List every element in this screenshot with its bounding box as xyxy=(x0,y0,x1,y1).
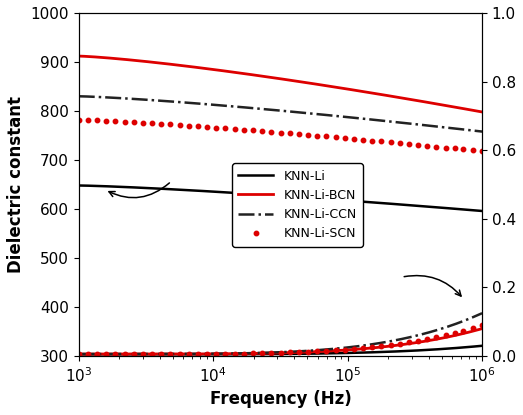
KNN-Li xyxy=(269,193,276,198)
KNN-Li-SCN xyxy=(388,140,394,145)
KNN-Li-SCN xyxy=(350,137,357,142)
KNN-Li-SCN xyxy=(131,120,137,124)
KNN-Li-SCN xyxy=(85,117,91,122)
KNN-Li-SCN xyxy=(259,129,265,134)
KNN-Li-SCN xyxy=(195,124,201,129)
KNN-Li-SCN xyxy=(323,134,329,139)
KNN-Li xyxy=(479,208,485,213)
KNN-Li xyxy=(76,183,82,188)
KNN-Li-SCN xyxy=(232,127,238,132)
KNN-Li-SCN xyxy=(378,139,384,144)
KNN-Li-SCN xyxy=(305,132,311,137)
KNN-Li-BCN xyxy=(267,75,274,80)
KNN-Li-SCN xyxy=(76,117,82,122)
KNN-Li-SCN xyxy=(204,124,210,129)
KNN-Li-SCN xyxy=(442,145,449,150)
Legend: KNN-Li, KNN-Li-BCN, KNN-Li-CCN, KNN-Li-SCN: KNN-Li, KNN-Li-BCN, KNN-Li-CCN, KNN-Li-S… xyxy=(232,164,363,247)
KNN-Li-SCN xyxy=(213,125,219,130)
KNN-Li-BCN xyxy=(406,97,413,102)
KNN-Li-SCN xyxy=(479,149,485,154)
Line: KNN-Li-BCN: KNN-Li-BCN xyxy=(79,56,482,112)
KNN-Li-SCN xyxy=(342,136,348,141)
KNN-Li-BCN xyxy=(294,79,300,84)
KNN-Li-SCN xyxy=(369,138,376,143)
KNN-Li xyxy=(406,203,413,208)
KNN-Li xyxy=(469,208,475,212)
KNN-Li-SCN xyxy=(278,130,284,135)
KNN-Li-CCN xyxy=(76,94,82,99)
Line: KNN-Li: KNN-Li xyxy=(79,186,482,211)
KNN-Li-BCN xyxy=(479,110,485,115)
KNN-Li-SCN xyxy=(149,121,155,126)
KNN-Li-SCN xyxy=(314,133,320,138)
KNN-Li-SCN xyxy=(103,118,109,123)
KNN-Li-CCN xyxy=(316,112,322,117)
KNN-Li-CCN xyxy=(406,121,413,126)
KNN-Li-SCN xyxy=(140,120,146,125)
Y-axis label: Dielectric constant: Dielectric constant xyxy=(7,96,25,273)
KNN-Li-SCN xyxy=(268,129,274,134)
KNN-Li xyxy=(267,193,274,198)
KNN-Li-SCN xyxy=(241,127,247,132)
KNN-Li-CCN xyxy=(469,128,475,133)
KNN-Li-BCN xyxy=(269,75,276,80)
KNN-Li-SCN xyxy=(460,147,467,152)
Line: KNN-Li-CCN: KNN-Li-CCN xyxy=(79,96,482,132)
KNN-Li-SCN xyxy=(424,143,430,148)
Line: KNN-Li-SCN: KNN-Li-SCN xyxy=(76,117,484,154)
KNN-Li-SCN xyxy=(333,135,339,140)
KNN-Li xyxy=(294,195,300,200)
KNN-Li-BCN xyxy=(76,54,82,59)
X-axis label: Frequency (Hz): Frequency (Hz) xyxy=(210,390,351,408)
KNN-Li-SCN xyxy=(287,131,293,136)
KNN-Li-SCN xyxy=(405,142,412,146)
KNN-Li-CCN xyxy=(267,107,274,112)
KNN-Li-SCN xyxy=(249,128,256,133)
KNN-Li-SCN xyxy=(433,144,439,149)
KNN-Li-BCN xyxy=(316,82,322,87)
KNN-Li-SCN xyxy=(360,137,367,142)
KNN-Li-SCN xyxy=(177,122,183,127)
KNN-Li-CCN xyxy=(479,129,485,134)
KNN-Li-SCN xyxy=(94,118,100,123)
KNN-Li-SCN xyxy=(186,123,192,128)
KNN-Li-SCN xyxy=(470,148,476,153)
KNN-Li-SCN xyxy=(122,119,128,124)
KNN-Li-SCN xyxy=(415,142,422,147)
KNN-Li-SCN xyxy=(295,132,302,137)
KNN-Li-CCN xyxy=(294,110,300,115)
KNN-Li-SCN xyxy=(112,119,118,124)
KNN-Li-BCN xyxy=(469,108,475,113)
KNN-Li-CCN xyxy=(269,107,276,112)
KNN-Li-SCN xyxy=(167,122,173,127)
KNN-Li-SCN xyxy=(396,141,403,146)
KNN-Li-SCN xyxy=(222,126,228,131)
KNN-Li xyxy=(316,196,322,201)
KNN-Li-SCN xyxy=(451,146,458,151)
KNN-Li-SCN xyxy=(158,121,164,126)
